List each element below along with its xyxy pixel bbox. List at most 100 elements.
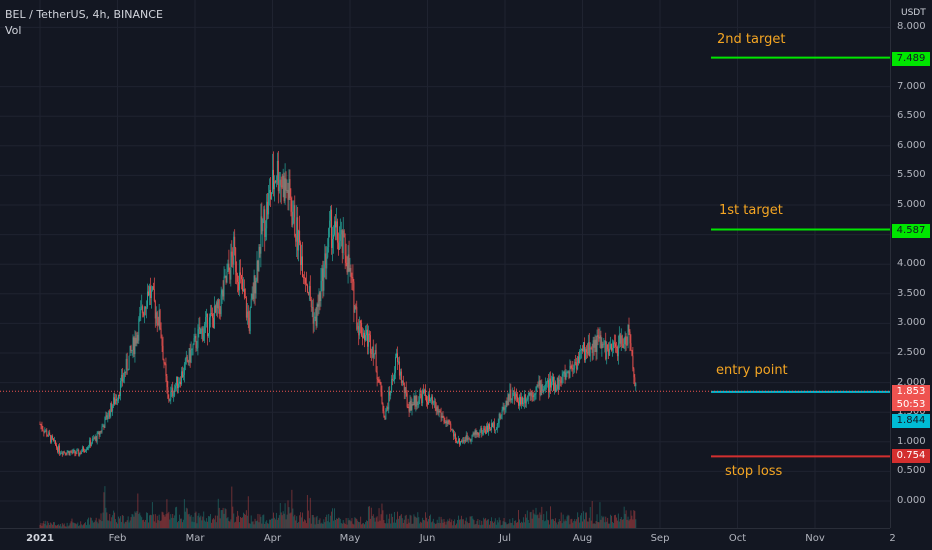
candle-body-233	[265, 228, 267, 237]
candle-body-203	[236, 271, 238, 276]
candle-body-459	[484, 428, 486, 430]
candle-body-151	[185, 356, 187, 359]
candle-body-201	[234, 236, 236, 248]
candle-body-211	[243, 288, 245, 298]
volume-bar-333	[362, 523, 364, 528]
candle-body-66	[103, 425, 105, 428]
candle-body-74	[111, 403, 113, 412]
volume-bar-136	[171, 517, 173, 528]
volume-bar-79	[116, 522, 117, 528]
volume-bar-123	[158, 514, 160, 528]
candle-body-317	[346, 262, 348, 273]
candle-body-301	[331, 209, 333, 248]
candle-body-181	[214, 305, 216, 313]
candle-body-256	[287, 190, 289, 200]
candle-body-89	[125, 358, 127, 373]
volume-bar-88	[124, 521, 126, 528]
candle-body-15	[54, 440, 55, 442]
volume-bar-275	[305, 523, 307, 528]
candle-body-180	[213, 305, 215, 329]
candle-body-193	[226, 271, 228, 283]
volume-bar-515	[538, 518, 540, 528]
candle-body-466	[490, 423, 492, 430]
volume-bar-59	[96, 521, 98, 528]
volume-bar-570	[591, 501, 593, 528]
price-axis[interactable]: USDT 8.0007.0006.5006.0005.5005.0004.500…	[890, 0, 932, 528]
volume-bar-238	[270, 519, 272, 528]
volume-bar-286	[316, 515, 318, 528]
volume-bar-160	[194, 512, 196, 528]
volume-bar-530	[552, 519, 554, 528]
volume-bar-345	[373, 517, 375, 528]
symbol-legend[interactable]: BEL / TetherUS, 4h, BINANCE	[5, 8, 163, 21]
volume-bar-551	[573, 520, 575, 528]
volume-bar-18	[56, 524, 58, 528]
candle-body-97	[133, 337, 135, 355]
volume-bar-60	[97, 523, 99, 528]
candle-body-163	[197, 329, 199, 348]
candle-body-365	[393, 380, 395, 381]
volume-bar-610	[630, 510, 632, 528]
volume-bar-44	[82, 525, 84, 528]
volume-bar-118	[153, 521, 155, 528]
candle-body-525	[548, 380, 550, 393]
candle-body-553	[575, 362, 577, 363]
candle-body-13	[52, 436, 54, 439]
candle-body-214	[246, 311, 248, 318]
volume-bar-151	[185, 507, 187, 528]
volume-bar-393	[420, 521, 422, 528]
volume-bar-402	[428, 515, 430, 528]
volume-bar-524	[547, 519, 549, 528]
candle-body-43	[81, 451, 83, 454]
volume-bar-108	[144, 521, 146, 528]
candle-body-607	[627, 324, 629, 345]
candle-body-102	[138, 318, 140, 341]
candle-body-264	[295, 236, 297, 242]
volume-bar-236	[268, 523, 270, 528]
volume-bar-555	[577, 512, 579, 528]
candle-body-470	[494, 429, 496, 431]
candle-body-47	[85, 450, 86, 452]
candle-body-422	[448, 420, 450, 423]
candle-body-574	[595, 339, 597, 352]
candle-body-561	[583, 342, 584, 352]
volume-bar-487	[511, 522, 513, 528]
candle-body-169	[203, 333, 205, 341]
candle-body-291	[321, 268, 323, 281]
candle-body-3	[42, 428, 44, 431]
volume-bar-382	[409, 514, 411, 528]
candle-body-558	[580, 350, 582, 352]
volume-bar-153	[187, 514, 189, 528]
volume-bar-228	[260, 516, 262, 528]
volume-bar-344	[372, 514, 374, 528]
volume-bar-258	[289, 513, 291, 528]
volume-bar-535	[557, 521, 559, 528]
volume-legend[interactable]: Vol	[5, 24, 22, 37]
volume-bar-141	[176, 506, 178, 528]
volume-bar-477	[501, 524, 503, 528]
volume-bar-148	[182, 519, 184, 528]
candlestick-chart[interactable]	[0, 0, 890, 528]
candle-body-20	[58, 445, 60, 454]
candle-body-300	[330, 209, 332, 221]
candle-body-569	[590, 347, 592, 350]
candle-body-93	[129, 345, 131, 356]
candle-body-86	[122, 378, 124, 382]
time-axis[interactable]: 2021 Feb Mar Apr May Jun Jul Aug Sep Oct Nov 2	[0, 528, 896, 550]
candle-body-401	[428, 394, 429, 405]
candle-body-463	[488, 424, 489, 433]
chart-area[interactable]: BEL / TetherUS, 4h, BINANCE Vol 2nd targ…	[0, 0, 890, 528]
volume-bar-606	[626, 519, 628, 528]
candle-body-145	[180, 381, 181, 385]
volume-bar-435	[460, 515, 462, 528]
volume-bar-371	[398, 516, 400, 528]
volume-bar-538	[560, 512, 562, 528]
volume-bar-395	[422, 517, 424, 528]
volume-bar-116	[151, 502, 153, 528]
volume-bar-295	[325, 517, 327, 528]
candle-body-469	[493, 422, 495, 431]
volume-bar-403	[429, 514, 431, 528]
volume-bar-106	[142, 520, 144, 528]
candle-body-223	[255, 280, 257, 294]
volume-bar-313	[342, 520, 344, 528]
